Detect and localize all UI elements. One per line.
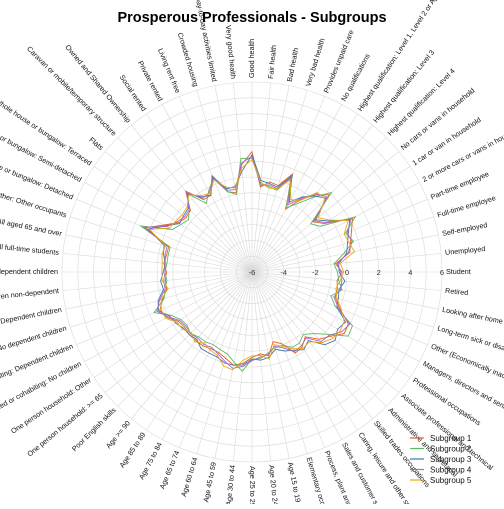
category-label: Age >= 90 (104, 419, 132, 450)
grid-spoke (179, 96, 253, 273)
chart-title: Prosperous Professionals - Subgroups (117, 10, 387, 26)
grid-spoke (251, 82, 271, 273)
grid-spoke (251, 271, 439, 310)
grid-spoke (251, 271, 373, 420)
category-label: Other: All full-time students (0, 240, 60, 257)
grid-spoke (251, 234, 439, 273)
grid-spoke (62, 271, 253, 291)
radial-tick-label: 4 (408, 268, 412, 277)
radial-tick-label: 0 (345, 268, 349, 277)
radial-tick-label: -4 (280, 268, 287, 277)
category-label: Age 65 to 74 (157, 449, 181, 490)
grid-spoke (251, 271, 442, 291)
grid-spoke (251, 113, 358, 273)
grid-spoke (93, 166, 253, 273)
grid-spoke (251, 271, 308, 454)
grid-spoke (162, 271, 253, 440)
category-label: Age 20 to 24 (267, 465, 280, 504)
category-label: Age 75 to 84 (137, 441, 164, 481)
grid-spoke (251, 271, 400, 393)
grid-spoke (214, 85, 253, 273)
grid-spoke (117, 271, 253, 407)
grid-spoke (196, 90, 253, 273)
category-label: Lone parent: All children non-dependent (0, 286, 59, 307)
grid-spoke (251, 253, 442, 273)
legend-label-3: Subgroup 3 (430, 455, 472, 464)
grid-spoke (65, 271, 253, 310)
grid-spoke (251, 137, 387, 273)
grid-spoke (146, 271, 253, 431)
category-label: Age 60 to 64 (179, 456, 199, 498)
category-label: Very good health (224, 25, 238, 80)
grid-spoke (251, 199, 428, 273)
category-label: Flats (87, 135, 105, 152)
grid-spoke (251, 216, 434, 273)
category-label: Fair health (266, 45, 278, 80)
legend-label-4: Subgroup 4 (430, 466, 472, 475)
series-line-5 (148, 158, 356, 371)
grid-spoke (251, 124, 373, 273)
grid-spoke (117, 137, 253, 273)
grid-spoke (251, 271, 271, 462)
radial-tick-label: -2 (312, 268, 319, 277)
legend-label-2: Subgroup 2 (430, 445, 472, 454)
radial-tick-label: 6 (440, 268, 444, 277)
category-label: Age 25 to 29 (248, 466, 257, 504)
category-label: Retired (445, 286, 469, 297)
category-label: Self-employed (441, 220, 488, 238)
grid-spoke (131, 124, 253, 273)
category-label: Age 30 to 44 (224, 465, 237, 504)
category-label: Age 15 to 19 (286, 461, 303, 503)
grid-spoke (162, 104, 253, 273)
category-label: Very bad health (303, 37, 326, 87)
grid-spoke (251, 96, 325, 273)
radial-tick-label: -6 (249, 268, 256, 277)
radial-tick-label: 2 (377, 268, 381, 277)
category-label: 1 car or van in household (410, 115, 482, 167)
category-label: Crowded housing (176, 31, 201, 87)
grid-spoke (76, 199, 253, 273)
grid-spoke (251, 85, 290, 273)
grid-spoke (84, 182, 253, 273)
category-label: Student (446, 267, 471, 276)
grid-spoke (233, 82, 253, 273)
grid-spoke (251, 90, 308, 273)
legend-label-1: Subgroup 1 (430, 434, 472, 443)
category-label: Skilled trades occupations (372, 419, 432, 490)
grid-spoke (251, 151, 400, 273)
grid-spoke (104, 271, 253, 393)
category-label: Full-time employee (436, 193, 497, 219)
category-label: Unemployed (445, 244, 486, 257)
category-label: Age 45 to 59 (201, 461, 218, 503)
grid-spoke (251, 182, 420, 273)
grid-spoke (62, 253, 253, 273)
grid-spoke (179, 271, 253, 448)
category-label: Bad health (285, 47, 301, 82)
grid-spoke (93, 271, 253, 378)
grid-spoke (251, 271, 325, 448)
grid-spoke (131, 271, 253, 420)
category-label: Other: With dependent children (0, 267, 58, 276)
category-label: Other: All aged 65 and over (0, 212, 63, 238)
grid-spoke (65, 234, 253, 273)
grid-spoke (104, 151, 253, 273)
grid-spoke (251, 271, 420, 362)
grid-spoke (70, 216, 253, 273)
grid-spoke (251, 271, 434, 328)
grid-spoke (251, 271, 358, 431)
grid-spoke (251, 271, 290, 459)
grid-spoke (251, 271, 411, 378)
legend-label-5: Subgroup 5 (430, 476, 472, 485)
grid-spoke (251, 166, 411, 273)
category-label: Good health (247, 39, 256, 78)
grid-spoke (251, 104, 342, 273)
grid-spoke (76, 271, 253, 345)
grid-spoke (251, 271, 342, 440)
grid-spoke (146, 113, 253, 273)
